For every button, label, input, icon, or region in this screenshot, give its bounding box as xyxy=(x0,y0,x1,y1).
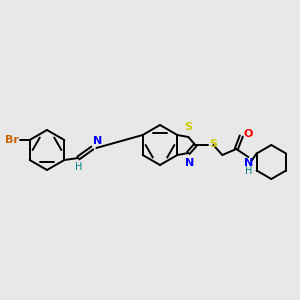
Text: N: N xyxy=(185,158,194,168)
Text: S: S xyxy=(209,139,217,149)
Text: N: N xyxy=(244,158,253,168)
Text: Br: Br xyxy=(5,135,19,145)
Text: O: O xyxy=(243,129,253,139)
Text: H: H xyxy=(244,166,252,176)
Text: N: N xyxy=(93,136,103,146)
Text: S: S xyxy=(184,122,192,132)
Text: H: H xyxy=(75,162,82,172)
